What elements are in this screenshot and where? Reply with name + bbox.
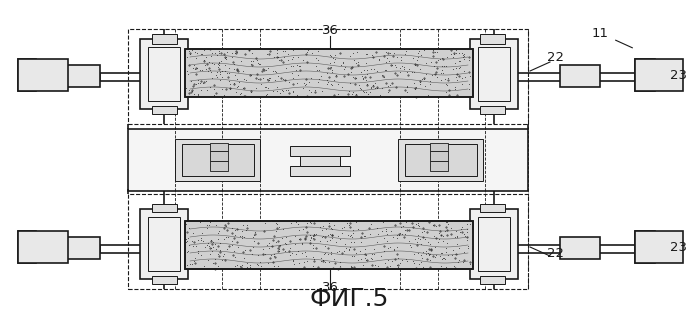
Bar	[210, 161, 228, 171]
Bar	[480, 106, 505, 114]
Bar	[430, 143, 448, 151]
Bar	[185, 49, 473, 97]
Bar	[175, 139, 260, 181]
Bar	[480, 34, 505, 44]
Bar	[152, 34, 177, 44]
Bar	[478, 47, 510, 101]
Bar	[430, 151, 448, 161]
Bar	[185, 49, 473, 97]
Bar	[560, 65, 600, 87]
Bar	[152, 106, 177, 114]
Bar	[152, 276, 177, 284]
Text: 22: 22	[547, 247, 563, 260]
Bar	[128, 129, 528, 191]
Bar	[635, 59, 683, 91]
Bar	[210, 143, 228, 151]
Bar	[478, 217, 510, 271]
Bar	[128, 29, 528, 124]
Bar	[140, 39, 188, 109]
Text: 23: 23	[670, 241, 687, 254]
Bar	[480, 276, 505, 284]
Bar	[290, 166, 350, 176]
Bar	[185, 221, 473, 269]
Bar	[290, 146, 350, 156]
Bar	[480, 204, 505, 212]
Bar	[560, 237, 600, 259]
Bar	[635, 231, 655, 263]
Text: ФИГ.5: ФИГ.5	[309, 287, 389, 311]
Bar	[18, 231, 36, 263]
Text: 11: 11	[591, 27, 609, 40]
Bar	[18, 59, 68, 91]
Text: 36: 36	[322, 24, 339, 37]
Bar	[185, 221, 473, 269]
Bar	[128, 194, 528, 289]
Bar	[405, 144, 477, 176]
Bar	[18, 231, 68, 263]
Bar	[18, 59, 36, 91]
Bar	[470, 209, 518, 279]
Bar	[152, 204, 177, 212]
Bar	[60, 65, 100, 87]
Bar	[398, 139, 483, 181]
Bar	[300, 156, 340, 166]
Bar	[210, 151, 228, 161]
Text: 36: 36	[322, 281, 339, 294]
Text: 22: 22	[547, 51, 563, 64]
Bar	[635, 59, 655, 91]
Bar	[470, 39, 518, 109]
Bar	[430, 161, 448, 171]
Bar	[635, 231, 683, 263]
Bar	[148, 217, 180, 271]
Bar	[148, 47, 180, 101]
Bar	[60, 237, 100, 259]
Bar	[182, 144, 254, 176]
Bar	[140, 209, 188, 279]
Text: 23: 23	[670, 69, 687, 82]
